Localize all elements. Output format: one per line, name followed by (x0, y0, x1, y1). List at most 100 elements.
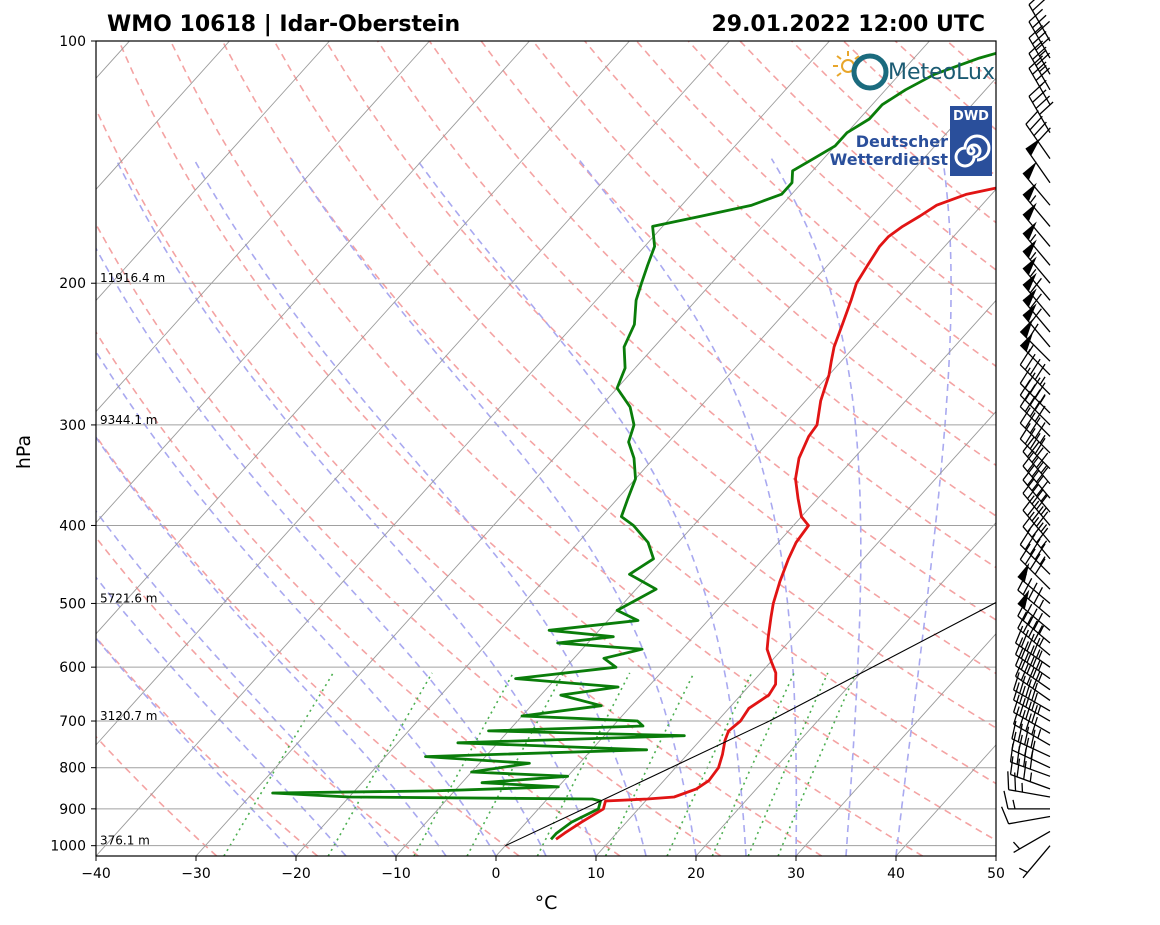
wind-barb (1017, 562, 1051, 604)
y-tick-label: 100 (59, 34, 86, 50)
wind-barb (1013, 706, 1051, 746)
height-labels: 11916.4 m 9344.1 m 5721.6 m 3120.7 m 376.1 m (100, 271, 165, 847)
wind-barb (1019, 528, 1051, 575)
dry-adiabat (96, 434, 520, 856)
dry-adiabat (169, 41, 996, 842)
sun-icon (833, 51, 889, 91)
mixing-ratio-line (711, 672, 795, 856)
dwd-box-label: DWD (953, 109, 989, 124)
wind-barb (1028, 83, 1054, 134)
height-label: 9344.1 m (100, 413, 158, 427)
y-axis-label: hPa (13, 435, 35, 469)
wind-barb (1009, 743, 1051, 777)
isotherms (96, 41, 996, 856)
isotherm (96, 41, 630, 635)
y-tick-label: 500 (59, 596, 86, 612)
dry-adiabat (96, 330, 621, 856)
wind-barb (1025, 137, 1051, 184)
wind-barb (1022, 256, 1051, 301)
dwd-text: Deutscher Wetterdienst (830, 133, 948, 169)
wind-barb (1019, 407, 1051, 454)
mixing-ratio-lines (223, 672, 857, 856)
meteolux-text: MeteoLux (888, 60, 995, 85)
height-label: 11916.4 m (100, 271, 165, 285)
x-tick-label: 0 (492, 866, 501, 882)
wind-barb (1022, 495, 1051, 543)
profile-series (271, 51, 996, 847)
wind-barb (1022, 182, 1051, 227)
y-tick-label: 200 (59, 276, 86, 292)
wind-barb (1011, 720, 1051, 758)
wind-barb (1019, 390, 1051, 437)
chart-title-left: WMO 10618 | Idar-Oberstein (107, 12, 460, 37)
wind-barb (1000, 806, 1051, 825)
dry-adiabat (1051, 41, 1160, 856)
temperature-line (555, 186, 996, 841)
x-tick-label: 30 (787, 866, 805, 882)
x-tick-label: 40 (887, 866, 905, 882)
mixing-ratio-line (666, 672, 753, 856)
moist-adiabat (96, 509, 397, 856)
isotherm (295, 77, 996, 856)
dry-adiabat (96, 536, 419, 856)
x-tick-label: 20 (687, 866, 705, 882)
moist-adiabats (96, 158, 952, 856)
wind-barb (1022, 288, 1051, 333)
isotherm (795, 633, 996, 856)
dry-adiabat (532, 41, 996, 467)
y-tick-label: 900 (59, 802, 86, 818)
dewpoint-line (271, 51, 996, 841)
isotherm (96, 41, 230, 191)
wind-barb (1019, 423, 1051, 470)
wind-barb (1022, 161, 1051, 206)
moist-adiabat (96, 246, 547, 856)
y-tick-label: 800 (59, 761, 86, 777)
wind-barb (1014, 625, 1051, 668)
wind-barb (1003, 790, 1050, 810)
isotherm (96, 41, 530, 524)
x-tick-label: 10 (587, 866, 605, 882)
wind-barb (1014, 637, 1051, 680)
y-tick-label: 600 (59, 660, 86, 676)
wind-barb (1022, 221, 1051, 266)
isobars (96, 41, 996, 847)
mixing-ratio-line (413, 672, 514, 856)
y-tick-label: 700 (59, 714, 86, 730)
isotherm (395, 188, 996, 856)
moist-adiabat (770, 158, 862, 856)
dry-adiabat (96, 107, 823, 856)
y-tick-label: 400 (59, 518, 86, 534)
moist-adiabat (193, 158, 647, 856)
isotherm (595, 410, 996, 856)
moist-adiabat (96, 350, 497, 856)
wind-barb (1022, 511, 1051, 560)
parcel-line (505, 601, 996, 847)
mixing-ratio-line (536, 672, 631, 856)
wind-barb (1019, 543, 1051, 590)
dwd-box: DWD (950, 106, 992, 176)
moist-adiabat (290, 158, 697, 856)
height-label: 376.1 m (100, 834, 150, 848)
dry-adiabat (1102, 41, 1160, 856)
wind-barb (1013, 694, 1051, 734)
isotherm (96, 41, 330, 302)
wind-barb (1017, 589, 1051, 631)
wind-barb (1022, 239, 1051, 284)
wind-barb (1019, 367, 1051, 414)
wind-barb (1011, 731, 1051, 769)
mixing-ratio-line (223, 672, 334, 856)
x-tick-label: −20 (281, 866, 311, 882)
chart-title-right: 29.01.2022 12:00 UTC (711, 12, 985, 37)
wind-barb (1009, 756, 1051, 790)
plot-frame (95, 40, 997, 857)
isotherm (695, 521, 996, 856)
wind-barb (1022, 272, 1051, 317)
dry-adiabat (96, 636, 319, 856)
x-tick-label: −10 (381, 866, 411, 882)
moist-adiabat (96, 576, 347, 856)
x-tick-label: −30 (181, 866, 211, 882)
y-tick-label: 1000 (50, 839, 86, 855)
dry-adiabat (273, 41, 996, 729)
moist-adiabat (114, 158, 597, 856)
